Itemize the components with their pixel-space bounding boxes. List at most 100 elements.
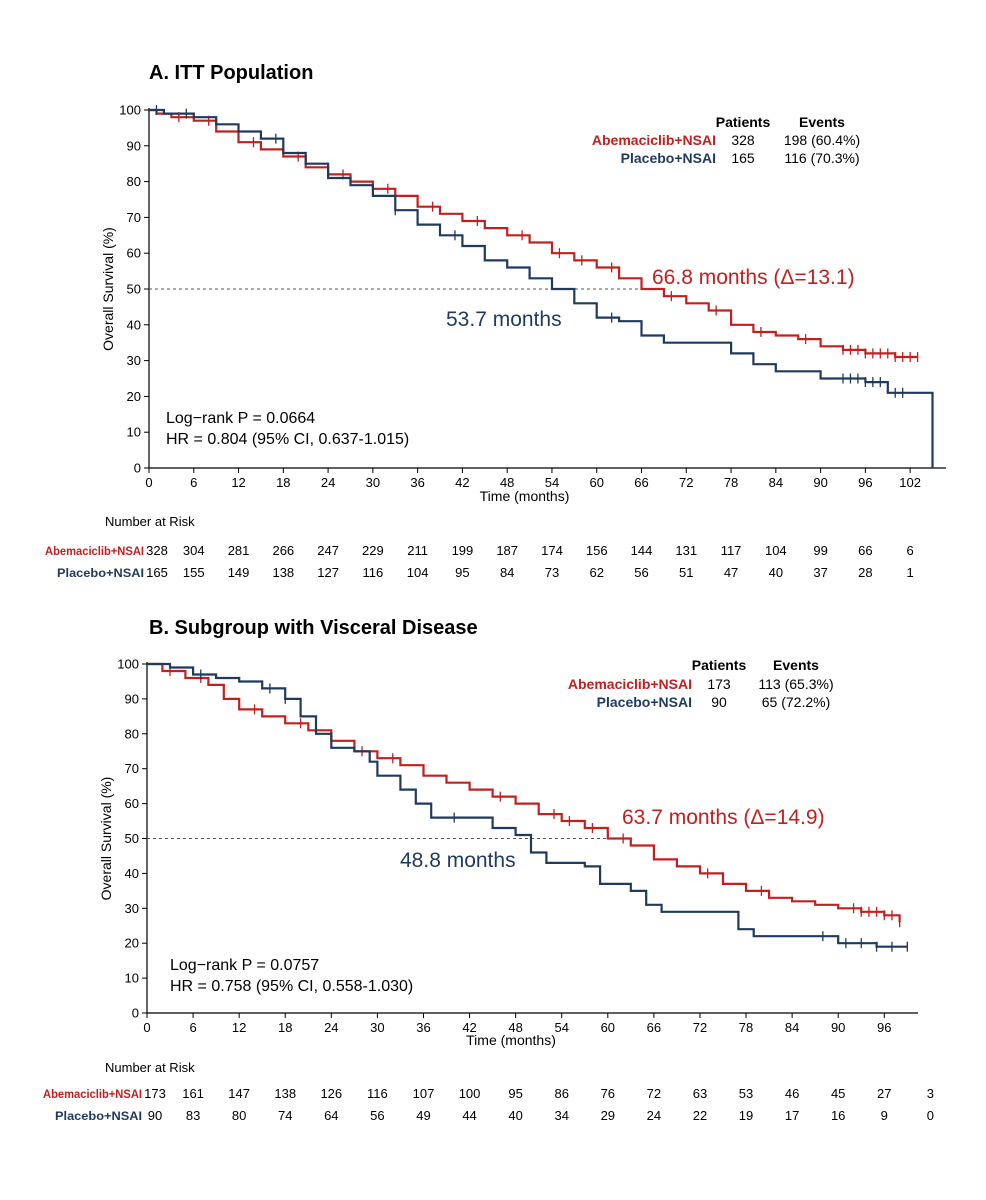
risk-count: 117 <box>721 543 742 558</box>
risk-count: 211 <box>407 543 428 558</box>
y-tick-label: 90 <box>125 691 139 706</box>
risk-count: 173 <box>144 1086 166 1101</box>
risk-count: 19 <box>739 1108 753 1123</box>
risk-count: 328 <box>146 543 168 558</box>
x-tick-label: 48 <box>500 475 514 490</box>
risk-count: 24 <box>647 1108 661 1123</box>
x-tick-label: 24 <box>321 475 335 490</box>
x-tick-label: 90 <box>831 1020 845 1035</box>
risk-count: 138 <box>274 1086 296 1101</box>
x-tick-label: 54 <box>554 1020 568 1035</box>
risk-count: 187 <box>496 543 518 558</box>
y-tick-label: 100 <box>119 103 141 118</box>
x-tick-label: 18 <box>278 1020 292 1035</box>
risk-count: 74 <box>278 1108 292 1123</box>
risk-count: 304 <box>183 543 205 558</box>
risk-count: 165 <box>146 565 168 580</box>
risk-count: 53 <box>739 1086 753 1101</box>
risk-count: 84 <box>500 565 514 580</box>
legend-label: Abemaciclib+NSAI <box>592 132 716 148</box>
risk-count: 0 <box>927 1108 934 1123</box>
risk-count: 100 <box>459 1086 481 1101</box>
risk-count: 229 <box>362 543 384 558</box>
x-tick-label: 54 <box>545 475 559 490</box>
risk-count: 95 <box>455 565 469 580</box>
risk-count: 104 <box>765 543 787 558</box>
legend-patients: 165 <box>731 150 755 166</box>
risk-table-header: Number at Risk <box>105 1060 195 1075</box>
legend-patients: 173 <box>707 676 731 692</box>
y-tick-label: 30 <box>125 901 139 916</box>
legend-patients: 90 <box>711 694 727 710</box>
legend-label: Placebo+NSAI <box>621 150 716 166</box>
x-tick-label: 72 <box>679 475 693 490</box>
y-tick-label: 40 <box>125 866 139 881</box>
risk-count: 90 <box>148 1108 162 1123</box>
x-tick-label: 30 <box>366 475 380 490</box>
y-tick-label: 70 <box>127 210 141 225</box>
risk-count: 34 <box>554 1108 568 1123</box>
y-tick-label: 10 <box>125 971 139 986</box>
legend-events: 116 (70.3%) <box>784 150 859 166</box>
risk-count: 156 <box>586 543 608 558</box>
y-tick-label: 50 <box>125 831 139 846</box>
risk-count: 28 <box>858 565 872 580</box>
survival-curve-abemaciclib <box>149 108 918 359</box>
x-tick-label: 6 <box>189 1020 196 1035</box>
y-tick-label: 0 <box>132 1006 139 1021</box>
risk-count: 266 <box>272 543 294 558</box>
x-tick-label: 24 <box>324 1020 338 1035</box>
risk-count: 147 <box>228 1086 250 1101</box>
risk-count: 51 <box>679 565 693 580</box>
risk-count: 9 <box>881 1108 888 1123</box>
y-tick-label: 80 <box>127 174 141 189</box>
risk-count: 49 <box>416 1108 430 1123</box>
risk-count: 161 <box>182 1086 204 1101</box>
x-tick-label: 96 <box>877 1020 891 1035</box>
x-tick-label: 18 <box>276 475 290 490</box>
survival-curve-placebo <box>149 108 934 468</box>
risk-count: 80 <box>232 1108 246 1123</box>
risk-count: 86 <box>554 1086 568 1101</box>
risk-table-header: Number at Risk <box>105 514 195 529</box>
risk-count: 40 <box>508 1108 522 1123</box>
legend-label: Placebo+NSAI <box>597 694 692 710</box>
risk-count: 126 <box>320 1086 342 1101</box>
risk-count: 107 <box>413 1086 435 1101</box>
risk-count: 73 <box>545 565 559 580</box>
logrank-p-value: Log−rank P = 0.0664 <box>166 410 315 427</box>
risk-count: 17 <box>785 1108 799 1123</box>
legend-header-events: Events <box>799 114 845 130</box>
y-tick-label: 60 <box>125 796 139 811</box>
risk-count: 199 <box>452 543 474 558</box>
legend-events: 113 (65.3%) <box>758 676 833 692</box>
x-tick-label: 0 <box>145 475 152 490</box>
risk-count: 56 <box>634 565 648 580</box>
y-tick-label: 40 <box>127 317 141 332</box>
risk-count: 63 <box>693 1086 707 1101</box>
x-tick-label: 102 <box>899 475 921 490</box>
survival-curve-abemaciclib <box>147 662 901 923</box>
x-tick-label: 96 <box>858 475 872 490</box>
hazard-ratio: HR = 0.758 (95% CI, 0.558-1.030) <box>170 978 413 995</box>
risk-count: 1 <box>907 565 914 580</box>
risk-count: 131 <box>675 543 697 558</box>
risk-count: 116 <box>363 565 384 580</box>
hazard-ratio: HR = 0.804 (95% CI, 0.637-1.015) <box>166 431 409 448</box>
risk-row-label: Abemaciclib+NSAI <box>43 1089 142 1101</box>
y-tick-label: 80 <box>125 726 139 741</box>
risk-count: 22 <box>693 1108 707 1123</box>
y-axis-label: Overall Survival (%) <box>98 777 114 901</box>
risk-count: 56 <box>370 1108 384 1123</box>
risk-count: 281 <box>228 543 250 558</box>
chart-title: A. ITT Population <box>149 62 313 84</box>
risk-count: 37 <box>813 565 827 580</box>
risk-count: 16 <box>831 1108 845 1123</box>
chart-title: B. Subgroup with Visceral Disease <box>149 617 478 639</box>
x-tick-label: 66 <box>634 475 648 490</box>
x-tick-label: 0 <box>143 1020 150 1035</box>
risk-count: 47 <box>724 565 738 580</box>
risk-count: 247 <box>317 543 339 558</box>
risk-count: 64 <box>324 1108 338 1123</box>
